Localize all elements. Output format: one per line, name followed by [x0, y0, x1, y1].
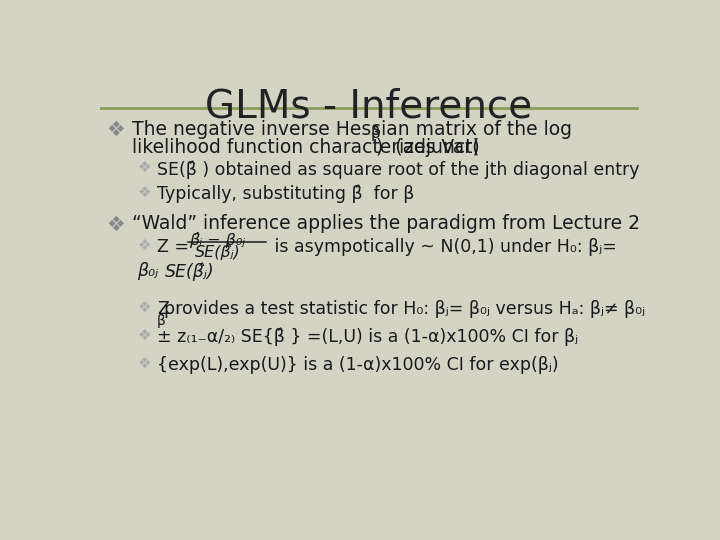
- Text: is asympotically ~ N(0,1) under H₀: βⱼ=: is asympotically ~ N(0,1) under H₀: βⱼ=: [269, 238, 616, 256]
- Text: “Wald” inference applies the paradigm from Lecture 2: “Wald” inference applies the paradigm fr…: [132, 214, 640, 233]
- Text: ❖: ❖: [138, 300, 151, 315]
- Text: ❖: ❖: [138, 328, 151, 342]
- Text: β₀ⱼ: β₀ⱼ: [138, 262, 158, 280]
- Text: likelihood function characterizes Var(: likelihood function characterizes Var(: [132, 138, 480, 157]
- Text: Z =: Z =: [157, 238, 194, 256]
- Text: The negative inverse Hessian matrix of the log: The negative inverse Hessian matrix of t…: [132, 120, 572, 139]
- Text: ± z₍₁₋α/₂₎ SE{β̂ } =(L,U) is a (1-α)x100% CI for βⱼ: ± z₍₁₋α/₂₎ SE{β̂ } =(L,U) is a (1-α)x100…: [157, 328, 578, 346]
- Text: ❖: ❖: [107, 120, 125, 140]
- Text: β̂: β̂: [157, 313, 166, 328]
- Text: {exp(L),exp(U)} is a (1-α)x100% CI for exp(βⱼ): {exp(L),exp(U)} is a (1-α)x100% CI for e…: [157, 356, 559, 374]
- Text: SE(β̂ ) obtained as square root of the jth diagonal entry: SE(β̂ ) obtained as square root of the j…: [157, 160, 639, 179]
- Text: ❖: ❖: [107, 214, 125, 234]
- Text: ❖: ❖: [138, 356, 151, 371]
- Text: provides a test statistic for H₀: βⱼ= β₀ⱼ versus Hₐ: βⱼ≠ β₀ⱼ: provides a test statistic for H₀: βⱼ= β₀…: [164, 300, 645, 318]
- Text: ❖: ❖: [138, 160, 151, 176]
- Text: Z: Z: [157, 300, 168, 318]
- Text: ❖: ❖: [138, 238, 151, 253]
- Text: β̂ⱼ − β₀ⱼ: β̂ⱼ − β₀ⱼ: [189, 232, 246, 248]
- Text: )  (adjunct): ) (adjunct): [376, 138, 480, 157]
- Text: GLMs - Inference: GLMs - Inference: [205, 87, 533, 126]
- Text: β̂: β̂: [371, 125, 380, 141]
- Text: Typically, substituting β̂  for β: Typically, substituting β̂ for β: [157, 185, 414, 203]
- Text: SE(β̂ⱼ): SE(β̂ⱼ): [195, 245, 240, 260]
- Text: ❖: ❖: [138, 185, 151, 200]
- Text: SE(β̂ⱼ): SE(β̂ⱼ): [166, 262, 215, 281]
